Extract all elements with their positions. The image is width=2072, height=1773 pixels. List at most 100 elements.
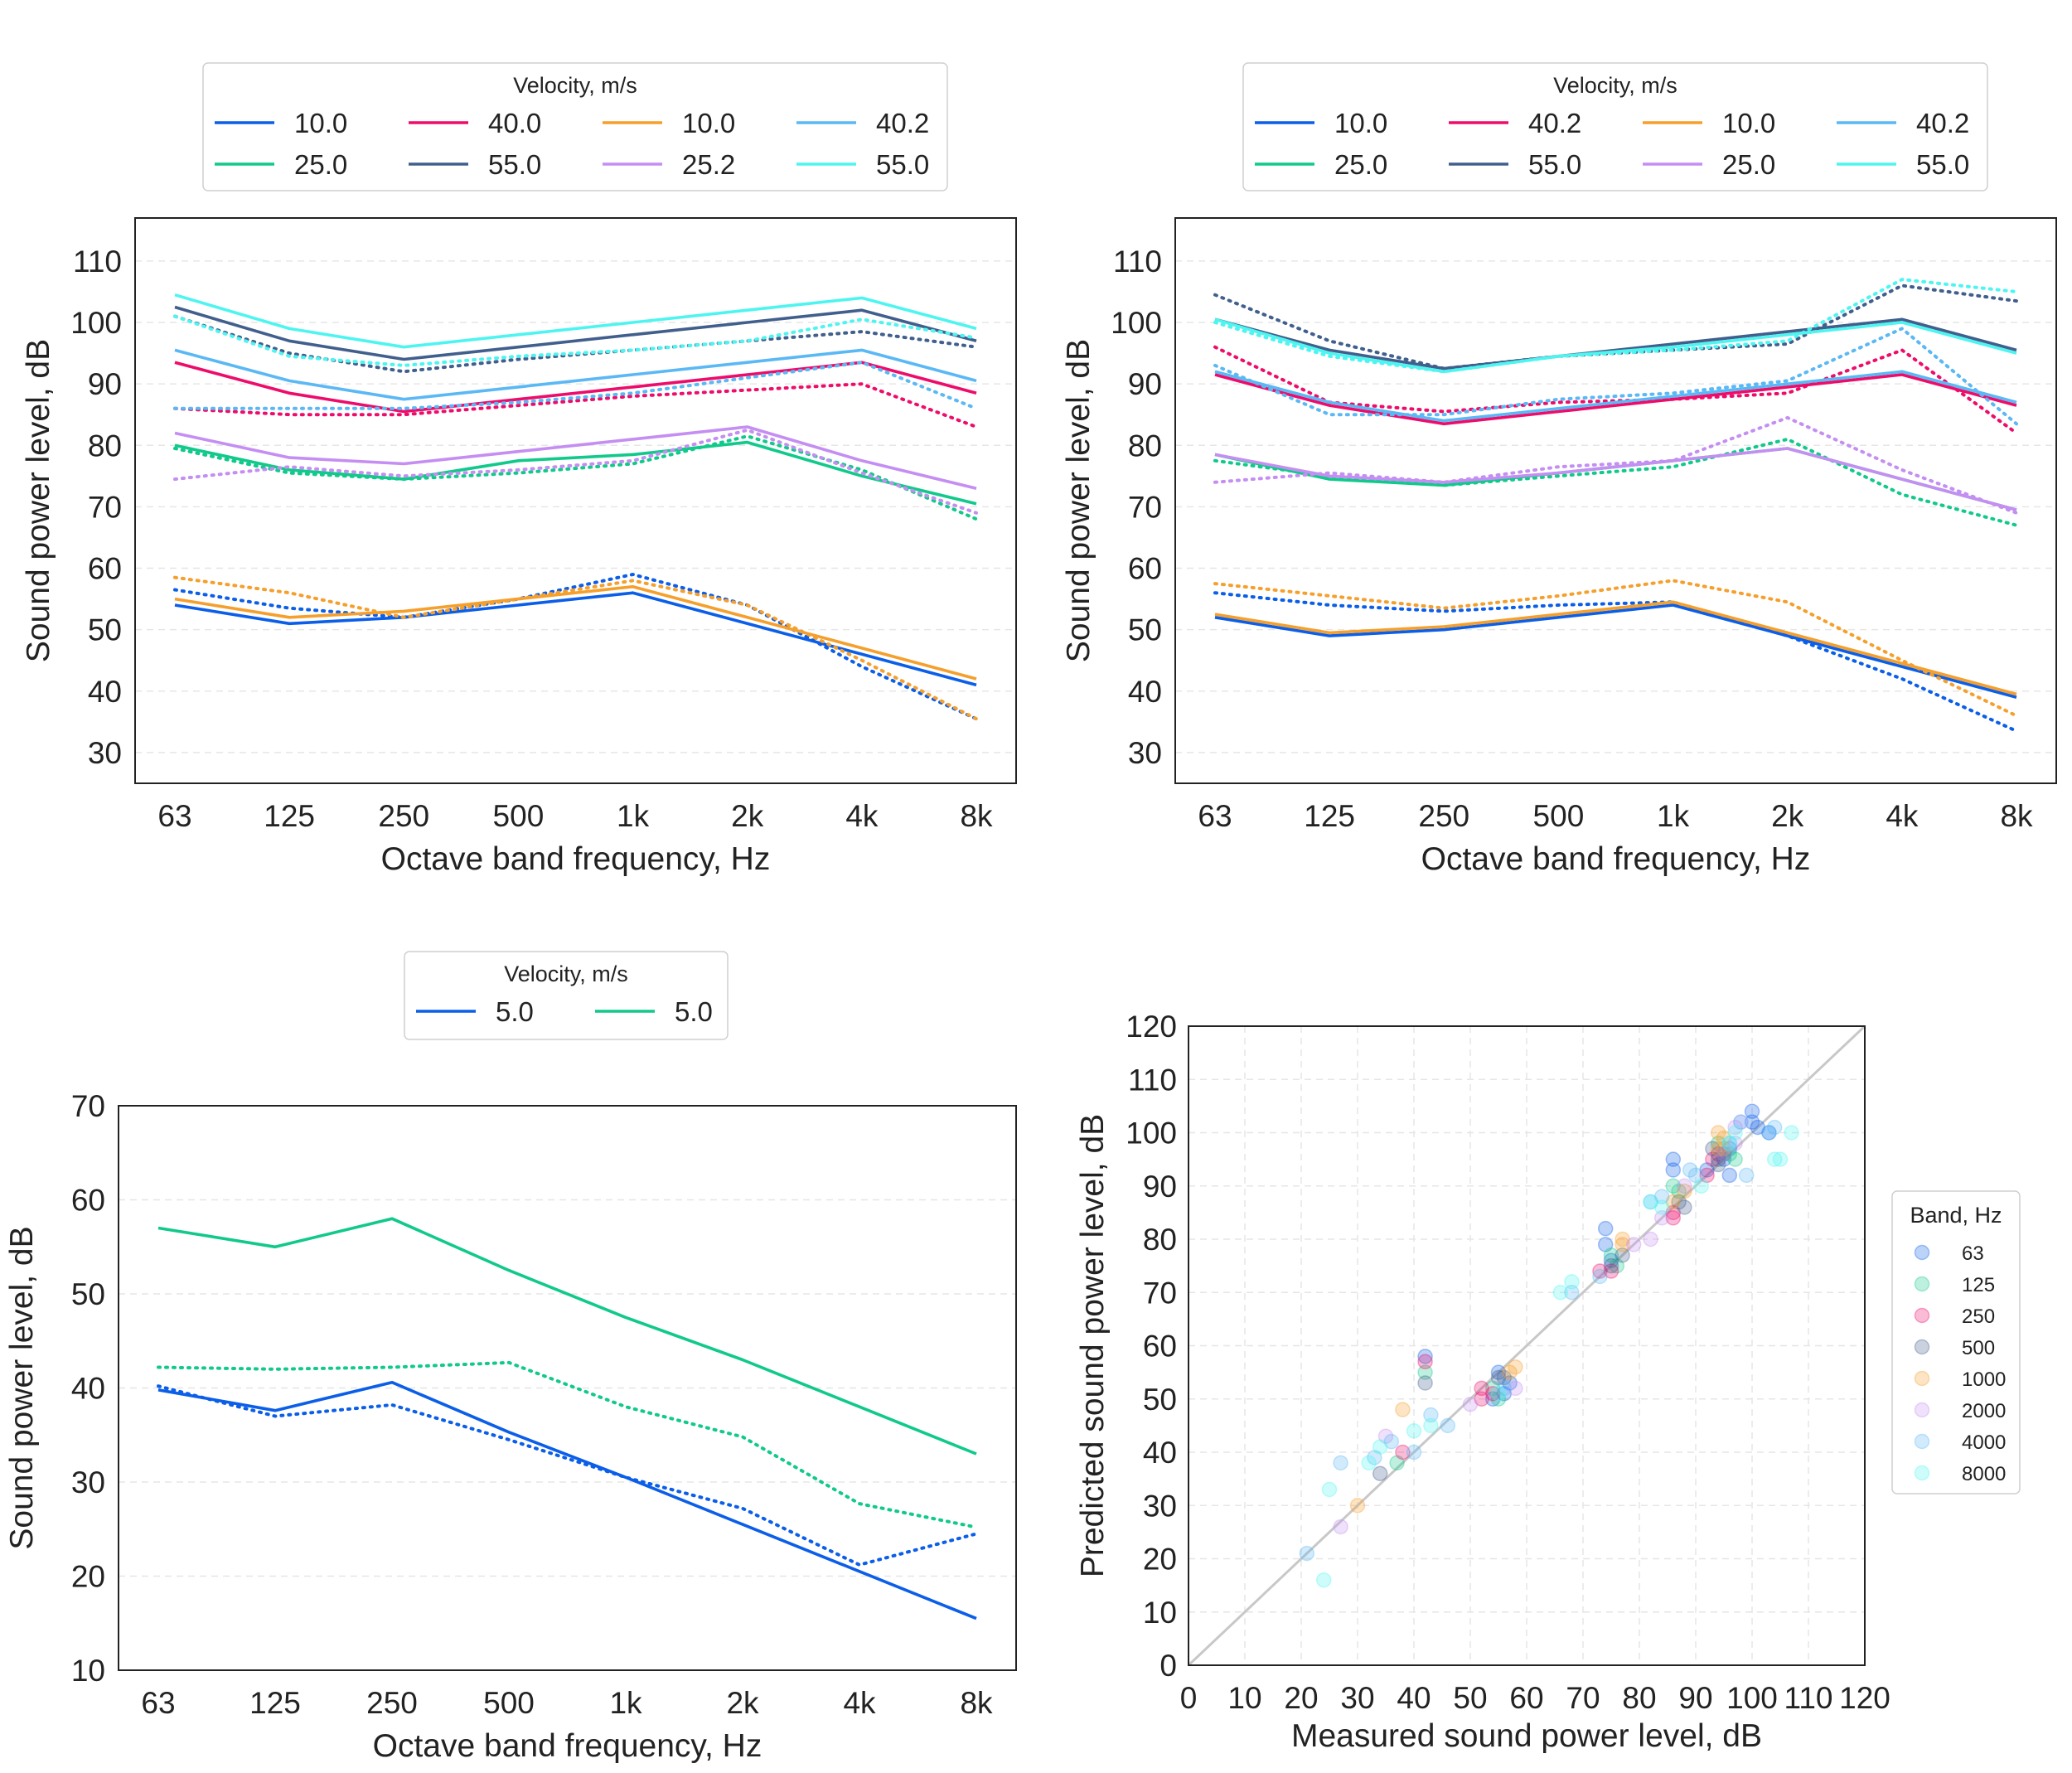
plot-frame xyxy=(118,1105,1017,1671)
y-axis-label: Sound power level, dB xyxy=(1061,339,1097,662)
scatter-point-500 xyxy=(1710,1151,1726,1167)
scatter-point-500 xyxy=(1705,1141,1721,1157)
scatter-point-63 xyxy=(1496,1386,1513,1402)
legend-label: 250 xyxy=(1962,1306,1995,1328)
scatter-point-2000 xyxy=(1727,1136,1743,1151)
legend-label: 10.0 xyxy=(1722,108,1775,138)
series-line-8 xyxy=(1214,373,2017,426)
legend-marker xyxy=(1914,1276,1930,1292)
scatter-point-4000 xyxy=(1423,1407,1439,1423)
y-tick-label: 30 xyxy=(1128,736,1162,770)
x-tick-label: 120 xyxy=(1839,1681,1890,1715)
x-tick-label: 90 xyxy=(1678,1681,1712,1715)
y-tick-label: 60 xyxy=(71,1184,105,1218)
x-tick-label: 40 xyxy=(1397,1681,1431,1715)
scatter-point-63 xyxy=(1699,1162,1715,1178)
y-tick-label: 50 xyxy=(1143,1383,1177,1417)
scatter-point-4000 xyxy=(1496,1380,1513,1397)
series-line-1 xyxy=(157,1360,978,1529)
scatter-point-1000 xyxy=(1716,1130,1732,1146)
y-axis-label: Sound power level, dB xyxy=(4,1226,40,1549)
scatter-point-500 xyxy=(1372,1465,1388,1481)
y-tick-label: 40 xyxy=(1128,675,1162,709)
x-tick-label: 250 xyxy=(378,799,429,833)
scatter-point-500 xyxy=(1417,1375,1433,1391)
series-line-6 xyxy=(174,425,977,490)
legend-label: 25.2 xyxy=(682,149,735,180)
series-line-10 xyxy=(1214,370,2017,423)
scatter-point-8000 xyxy=(1727,1125,1743,1141)
scatter-point-4000 xyxy=(1687,1167,1704,1184)
scatter-point-125 xyxy=(1721,1146,1738,1162)
y-tick-label: 0 xyxy=(1159,1649,1177,1683)
scatter-point-125 xyxy=(1710,1136,1726,1151)
x-axis-label: Octave band frequency, Hz xyxy=(373,1728,762,1764)
scatter-point-250 xyxy=(1474,1391,1489,1407)
scatter-point-500 xyxy=(1671,1194,1687,1210)
chart-top-right: 30 40 50 60 70 80 90 100 110 63 125 250 500 1k 2k 4k 8k O… xyxy=(1061,62,2057,877)
x-tick-label: 0 xyxy=(1180,1681,1198,1715)
scatter-point-1000 xyxy=(1665,1194,1682,1210)
scatter-point-4000 xyxy=(1367,1450,1382,1465)
legend-marker xyxy=(1914,1244,1930,1261)
x-tick-label: 70 xyxy=(1566,1681,1600,1715)
y-tick-label: 30 xyxy=(71,1465,105,1499)
scatter-point-4000 xyxy=(1299,1545,1315,1562)
legend-label: 5.0 xyxy=(675,996,713,1027)
x-tick-label: 63 xyxy=(1198,799,1232,833)
y-tick-label: 100 xyxy=(1126,1117,1177,1151)
x-tick-label: 1k xyxy=(1657,799,1690,833)
y-tick-label: 30 xyxy=(1143,1489,1177,1523)
x-tick-label: 8k xyxy=(2000,799,2033,833)
scatter-point-125 xyxy=(1389,1455,1405,1471)
series-line-3 xyxy=(173,575,978,721)
y-tick-label: 110 xyxy=(1128,1063,1177,1097)
y-tick-label: 90 xyxy=(1143,1170,1177,1204)
series-line-3 xyxy=(157,1384,978,1567)
series-line-9 xyxy=(173,382,978,429)
scatter-point-4000 xyxy=(1721,1136,1738,1151)
scatter-point-8000 xyxy=(1693,1178,1710,1194)
series-line-12 xyxy=(174,305,977,361)
series-line-14 xyxy=(174,293,977,349)
y-tick-label: 80 xyxy=(88,429,122,463)
y-axis-label: Predicted sound power level, dB xyxy=(1075,1114,1111,1577)
scatter-point-4000 xyxy=(1643,1194,1658,1210)
scatter-point-63 xyxy=(1490,1364,1507,1380)
scatter-point-8000 xyxy=(1643,1194,1658,1210)
scatter-point-1000 xyxy=(1677,1183,1692,1199)
legend-marker xyxy=(1914,1465,1930,1481)
scatter-point-250 xyxy=(1417,1354,1433,1370)
legend-label: 40.2 xyxy=(876,108,929,138)
chart-bottom-left: 10 20 30 40 50 60 70 63 125 250 500 1k 2k 4k 8k Octave … xyxy=(4,951,1017,1764)
scatter-point-4000 xyxy=(1682,1162,1698,1178)
scatter-point-250 xyxy=(1484,1386,1501,1402)
scatter-point-250 xyxy=(1474,1380,1489,1397)
x-axis-label: Octave band frequency, Hz xyxy=(381,841,771,877)
plot-frame xyxy=(1174,217,2057,784)
x-tick-label: 125 xyxy=(1304,799,1355,833)
y-tick-label: 80 xyxy=(1143,1223,1177,1257)
y-tick-label: 60 xyxy=(1128,552,1162,586)
x-tick-label: 2k xyxy=(726,1686,759,1720)
scatter-point-1000 xyxy=(1615,1237,1630,1252)
scatter-point-8000 xyxy=(1772,1151,1789,1167)
series-line-7 xyxy=(1213,415,2018,515)
reference-line xyxy=(1187,1025,1866,1667)
series-line-9 xyxy=(1213,345,2018,435)
scatter-point-125 xyxy=(1716,1146,1732,1162)
scatter-point-8000 xyxy=(1766,1151,1783,1167)
legend: Velocity, m/s 5.0 5.0 xyxy=(404,951,729,1040)
legend-title: Velocity, m/s xyxy=(1553,73,1677,98)
x-tick-label: 63 xyxy=(157,799,191,833)
scatter-point-63 xyxy=(1502,1375,1518,1391)
scatter-point-63 xyxy=(1665,1162,1682,1178)
x-tick-label: 250 xyxy=(366,1686,418,1720)
x-tick-label: 2k xyxy=(1771,799,1804,833)
scatter-point-4000 xyxy=(1766,1119,1783,1136)
y-tick-label: 110 xyxy=(73,245,122,279)
scatter-point-8000 xyxy=(1784,1125,1799,1141)
chart-top-left: 30 40 50 60 70 80 90 100 110 63 125 250 500 1k 2k 4k 8k O… xyxy=(21,62,1017,877)
y-tick-label: 40 xyxy=(88,675,122,709)
legend-label: 55.0 xyxy=(1528,149,1581,180)
